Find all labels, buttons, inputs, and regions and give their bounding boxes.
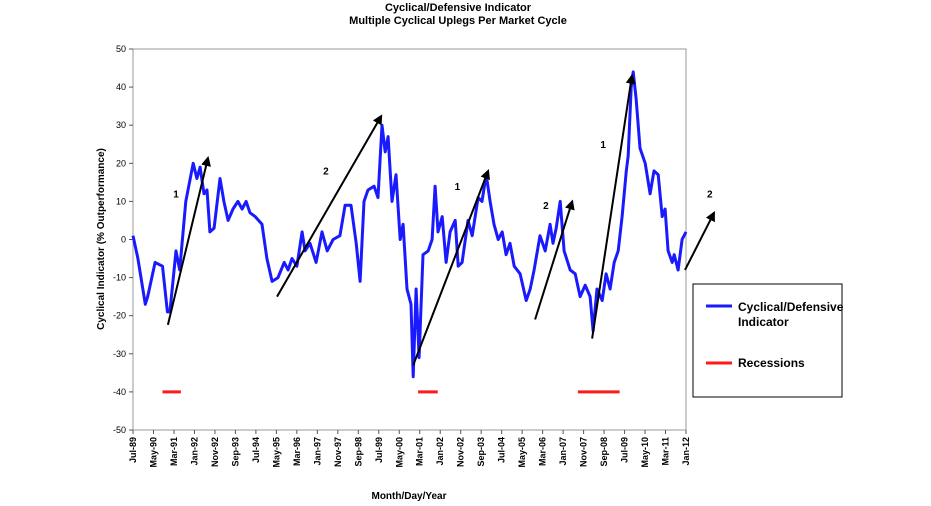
x-tick-label: Jan-92 [189, 437, 199, 466]
y-tick-label: -20 [113, 311, 126, 321]
upleg-arrow [684, 211, 715, 271]
x-tick-label: May-95 [271, 437, 281, 468]
plot-area [132, 48, 687, 431]
upleg-label: 1 [455, 182, 461, 193]
x-tick-label: Jan-07 [558, 437, 568, 466]
y-tick-label: 20 [116, 158, 126, 168]
x-axis: Jul-89 May-90 Mar-91 Jan-92 Nov-92 Sep-93 Jul-… [128, 430, 691, 468]
legend: Cyclical/Defensive Indicator Recessions [692, 283, 844, 398]
x-tick-label: May-10 [640, 437, 650, 468]
upleg-label: 2 [543, 201, 549, 212]
y-tick-label: 30 [116, 120, 126, 130]
x-tick-label: Jan-97 [312, 437, 322, 466]
x-tick-label: Mar-91 [169, 437, 179, 466]
x-tick-label: Jul-09 [620, 437, 630, 463]
y-axis-label: Cyclical Indicator (% Outperformance) [96, 148, 107, 330]
x-tick-label: Nov-07 [579, 437, 589, 467]
x-tick-label: Mar-06 [538, 437, 548, 466]
upleg-label: 2 [323, 167, 329, 178]
series-line-cyclical-defensive [131, 70, 688, 379]
x-tick-label: Sep-03 [476, 437, 486, 467]
legend-box [692, 283, 843, 398]
y-axis: 50 40 30 20 10 0 -10 -20 -30 -40 -50 [113, 44, 133, 435]
upleg-arrow [412, 169, 490, 366]
upleg-arrow [591, 73, 636, 339]
x-tick-label: Jan-12 [681, 437, 691, 466]
legend-label-recessions: Recessions [738, 356, 805, 370]
upleg-arrow [166, 156, 211, 326]
legend-label-indicator: Cyclical/Defensive Indicator [738, 300, 844, 329]
annotation-arrows: 1 2 1 2 1 2 [166, 73, 715, 366]
upleg-label: 1 [173, 190, 179, 201]
y-tick-label: 40 [116, 82, 126, 92]
x-tick-label: Mar-01 [415, 437, 425, 466]
y-tick-label: -30 [113, 349, 126, 359]
y-tick-label: 50 [116, 44, 126, 54]
x-tick-label: Sep-98 [353, 437, 363, 467]
x-tick-label: Sep-93 [230, 437, 240, 467]
x-tick-label: May-00 [394, 437, 404, 468]
x-tick-label: Jul-04 [497, 437, 507, 463]
upleg-arrow [534, 199, 575, 320]
x-tick-label: May-05 [517, 437, 527, 468]
x-tick-label: Mar-11 [661, 437, 671, 466]
y-tick-label: 10 [116, 196, 126, 206]
chart-subtitle: Multiple Cyclical Uplegs Per Market Cycl… [349, 15, 567, 27]
x-tick-label: Nov-97 [333, 437, 343, 467]
y-tick-label: -50 [113, 425, 126, 435]
x-tick-label: Nov-92 [210, 437, 220, 467]
series-group [131, 70, 688, 379]
x-tick-label: Nov-02 [456, 437, 466, 467]
x-axis-label: Month/Day/Year [371, 491, 446, 502]
x-tick-label: Jan-02 [435, 437, 445, 466]
x-tick-label: May-90 [148, 437, 158, 468]
y-tick-label: -10 [113, 273, 126, 283]
y-tick-label: -40 [113, 387, 126, 397]
x-tick-label: Mar-96 [292, 437, 302, 466]
x-tick-label: Jul-94 [251, 437, 261, 463]
upleg-label: 2 [707, 190, 713, 201]
upleg-label: 1 [600, 140, 606, 151]
x-tick-label: Jul-89 [128, 437, 138, 463]
chart-title: Cyclical/Defensive Indicator [385, 2, 532, 14]
upleg-arrow [276, 114, 383, 298]
x-tick-label: Sep-08 [599, 437, 609, 467]
x-tick-label: Jul-99 [374, 437, 384, 463]
y-tick-label: 0 [121, 235, 126, 245]
